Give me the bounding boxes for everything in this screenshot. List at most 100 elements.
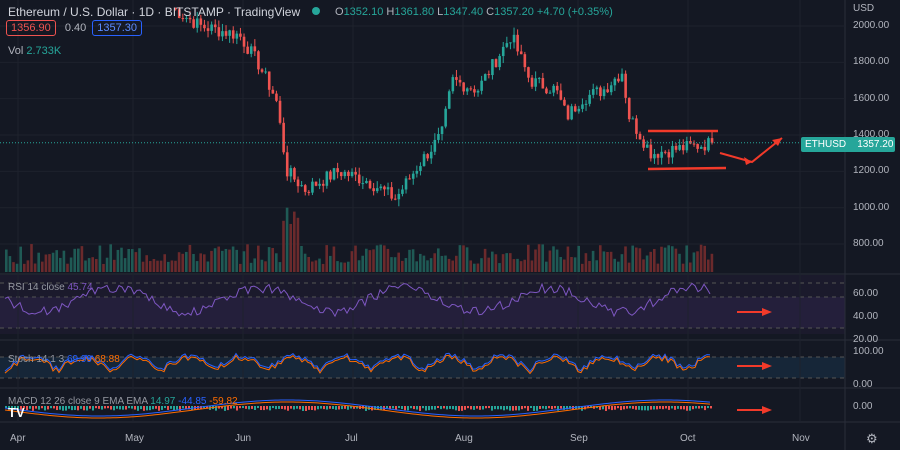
currency-selector[interactable]: USD [853, 3, 875, 14]
symbol-name: Ethereum / U.S. Dollar [8, 5, 129, 19]
macd-histogram-bar [563, 406, 565, 410]
time-tick: Aug [455, 433, 473, 444]
macd-histogram-bar [200, 406, 202, 410]
macd-histogram-bar [53, 406, 55, 409]
volume-bar [120, 247, 123, 272]
volume-bar [455, 255, 458, 272]
buy-button[interactable]: 1357.30 [92, 20, 143, 36]
macd-histogram-bar [701, 406, 703, 409]
macd-histogram-bar [602, 406, 604, 410]
interval[interactable]: 1D [138, 5, 155, 19]
macd-histogram-bar [287, 406, 289, 411]
volume-bar [404, 258, 408, 272]
candle-body [404, 178, 408, 190]
volume-bar [66, 263, 69, 272]
macd-histogram-bar [218, 406, 220, 409]
volume-bar [429, 258, 433, 272]
volume-bar [393, 257, 397, 272]
macd-histogram-bar [62, 406, 64, 411]
candle-body [217, 27, 221, 37]
volume-bar [224, 248, 228, 272]
macd-histogram-bar [653, 406, 655, 410]
volume-bar [692, 252, 696, 272]
price-tick: 1600.00 [853, 92, 890, 104]
macd-histogram-bar [32, 406, 34, 411]
macd-histogram-bar [155, 406, 157, 409]
macd-histogram-bar [680, 406, 682, 410]
candle-body [192, 19, 195, 28]
tradingview-logo-icon[interactable]: TV [8, 405, 25, 420]
candle-body [386, 187, 390, 190]
volume-bar [138, 248, 141, 272]
volume-bar [264, 261, 267, 272]
macd-histogram-bar [503, 406, 505, 411]
macd-histogram-bar [452, 406, 454, 410]
macd-histogram-bar [623, 406, 625, 410]
macd-histogram-bar [296, 406, 298, 409]
macd-histogram-bar [533, 406, 535, 411]
candle-body [649, 144, 653, 159]
macd-histogram-bar [560, 406, 562, 409]
candle-body [329, 171, 332, 180]
volume-bar [116, 249, 120, 272]
volume-bar [336, 261, 339, 272]
macd-histogram-bar [23, 406, 25, 409]
volume-bar [109, 244, 112, 272]
volume-bar [386, 248, 390, 272]
volume-bar [548, 250, 552, 272]
volume-bar [95, 259, 98, 272]
candle-body [383, 186, 386, 190]
candle-body [307, 191, 311, 193]
macd-histogram-bar [479, 406, 481, 410]
volume-bar [631, 245, 634, 272]
macd-histogram-bar [512, 406, 514, 411]
candle-body [411, 173, 415, 179]
candle-body [570, 106, 573, 120]
candle-body [707, 138, 710, 151]
candle-body [465, 88, 469, 92]
arrow-head-icon [762, 308, 772, 316]
macd-histogram-bar [506, 406, 508, 410]
macd-histogram-bar [605, 406, 607, 411]
settings-gear-icon[interactable]: ⚙ [866, 431, 878, 446]
time-tick: Jun [235, 433, 252, 444]
macd-histogram-bar [353, 406, 355, 409]
volume-bar [354, 245, 357, 272]
source: TradingView [234, 5, 301, 19]
volume-bar [170, 260, 174, 272]
macd-histogram-bar [638, 406, 640, 410]
volume-bar [152, 258, 156, 272]
macd-histogram-bar [143, 406, 145, 411]
volume-bar [458, 245, 462, 272]
volume-bar [527, 244, 530, 272]
volume-bar [163, 254, 166, 272]
volume-bar [84, 260, 87, 272]
macd-tick: 0.00 [853, 401, 873, 412]
macd-histogram-bar [86, 406, 88, 411]
macd-histogram-bar [401, 406, 403, 410]
volume-bar [660, 246, 663, 272]
candle-body [501, 46, 505, 57]
volume-bar [361, 255, 364, 272]
volume-bar [188, 244, 192, 272]
macd-histogram-bar [521, 406, 523, 410]
macd-histogram-bar [317, 406, 319, 410]
candle-body [523, 54, 527, 68]
volume-bar [195, 261, 199, 272]
macd-histogram-bar [332, 406, 334, 409]
candle-body [325, 171, 329, 186]
candle-body [318, 183, 321, 186]
candle-body [206, 28, 210, 31]
rsi-line [4, 282, 711, 318]
macd-histogram-bar [446, 406, 448, 410]
sell-button[interactable]: 1356.90 [6, 20, 56, 36]
volume-bar [167, 261, 170, 272]
macd-histogram-bar [611, 406, 613, 411]
candle-body [199, 18, 203, 25]
candle-body [509, 42, 512, 44]
candle-body [537, 78, 541, 80]
volume-bar [199, 253, 202, 272]
candle-body [303, 185, 307, 192]
volume-bar [501, 254, 505, 272]
